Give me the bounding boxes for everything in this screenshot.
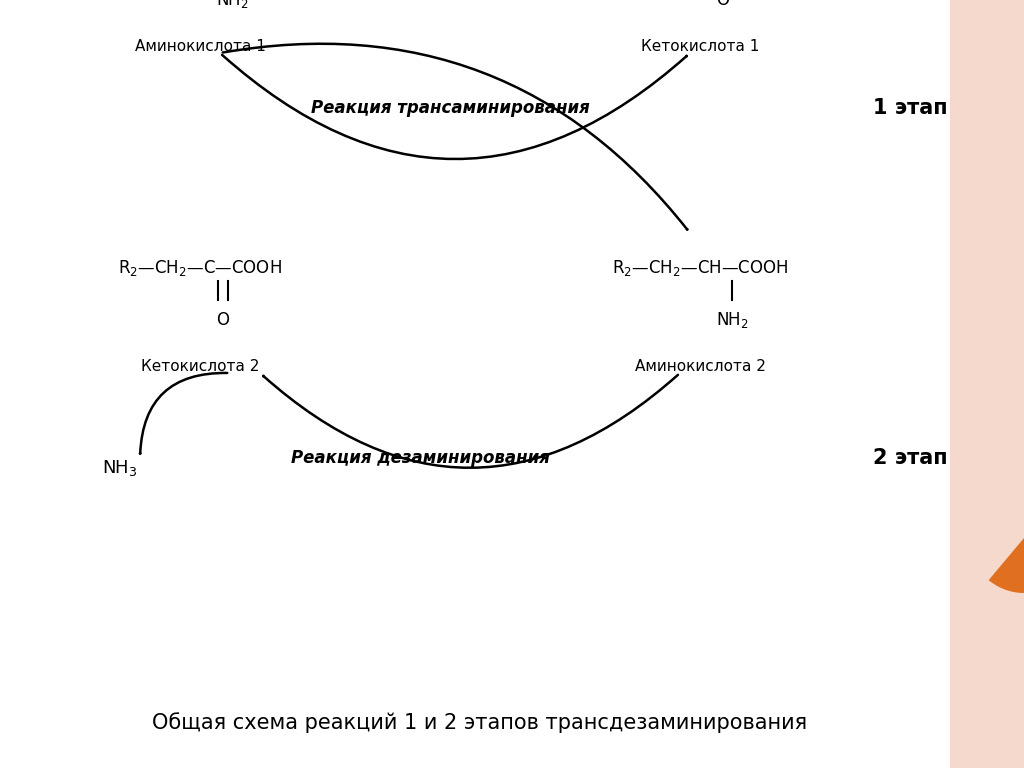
Text: Аминокислота 2: Аминокислота 2 bbox=[635, 359, 765, 373]
FancyArrowPatch shape bbox=[223, 44, 687, 230]
Text: NH$_3$: NH$_3$ bbox=[102, 458, 138, 478]
Text: R$_2$—CH$_2$—C—COOH: R$_2$—CH$_2$—C—COOH bbox=[118, 258, 282, 278]
Text: 2 этап: 2 этап bbox=[872, 448, 947, 468]
Text: NH$_2$: NH$_2$ bbox=[216, 0, 249, 10]
Wedge shape bbox=[988, 538, 1024, 593]
Text: Кетокислота 2: Кетокислота 2 bbox=[141, 359, 259, 373]
FancyArrowPatch shape bbox=[140, 373, 227, 454]
Text: Общая схема реакций 1 и 2 этапов трансдезаминирования: Общая схема реакций 1 и 2 этапов трансде… bbox=[153, 713, 808, 733]
Text: R$_2$—CH$_2$—CH—COOH: R$_2$—CH$_2$—CH—COOH bbox=[611, 258, 788, 278]
Text: O: O bbox=[717, 0, 729, 9]
Text: NH$_2$: NH$_2$ bbox=[716, 310, 749, 330]
Bar bbox=[950, 0, 1024, 768]
Text: Кетокислота 1: Кетокислота 1 bbox=[641, 38, 759, 54]
Text: Аминокислота 1: Аминокислота 1 bbox=[134, 38, 265, 54]
Text: 1 этап: 1 этап bbox=[872, 98, 947, 118]
Text: Реакция дезаминирования: Реакция дезаминирования bbox=[291, 449, 550, 467]
FancyArrowPatch shape bbox=[263, 375, 678, 468]
FancyArrowPatch shape bbox=[222, 55, 687, 159]
Text: O: O bbox=[216, 311, 229, 329]
Text: Реакция трансаминирования: Реакция трансаминирования bbox=[310, 99, 590, 117]
